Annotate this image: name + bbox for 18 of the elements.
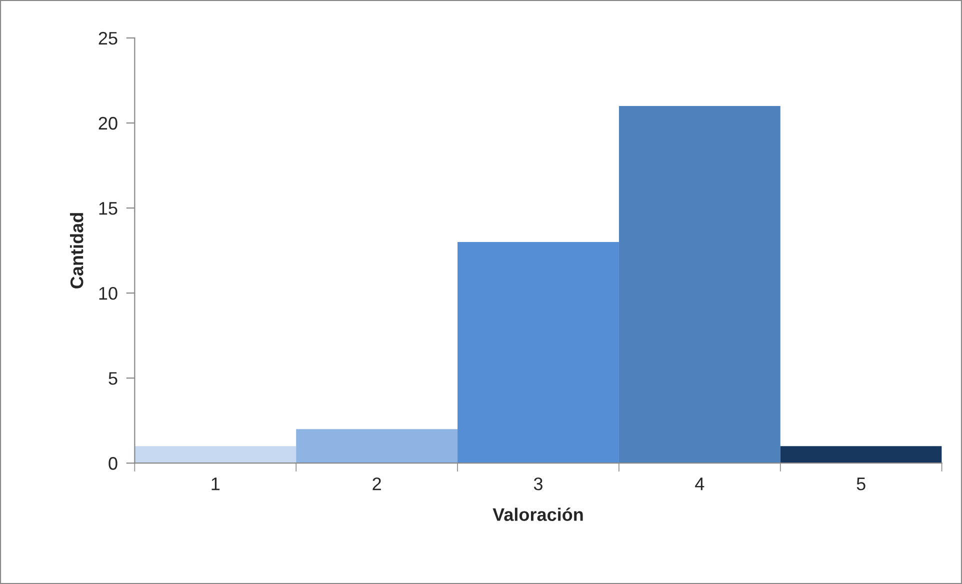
bar <box>780 446 942 464</box>
y-tick-label: 25 <box>98 32 118 45</box>
bar <box>458 242 619 464</box>
bar <box>134 446 296 464</box>
x-tick-label: 4 <box>695 478 704 490</box>
y-tick-label: 5 <box>108 372 118 385</box>
bar <box>296 429 458 464</box>
y-axis-title: Cantidad <box>70 213 84 288</box>
x-tick-label: 2 <box>372 477 381 490</box>
y-tick-label: 20 <box>98 116 118 130</box>
bar <box>618 106 780 464</box>
y-tick-label: 15 <box>99 202 118 215</box>
x-axis-title: Valoración <box>492 508 583 521</box>
y-tick-label: 0 <box>108 457 118 470</box>
x-tick-label: 1 <box>212 478 220 490</box>
x-tick-label: 5 <box>856 478 866 490</box>
x-tick-label: 3 <box>534 477 542 490</box>
y-tick-label: 10 <box>99 286 118 300</box>
